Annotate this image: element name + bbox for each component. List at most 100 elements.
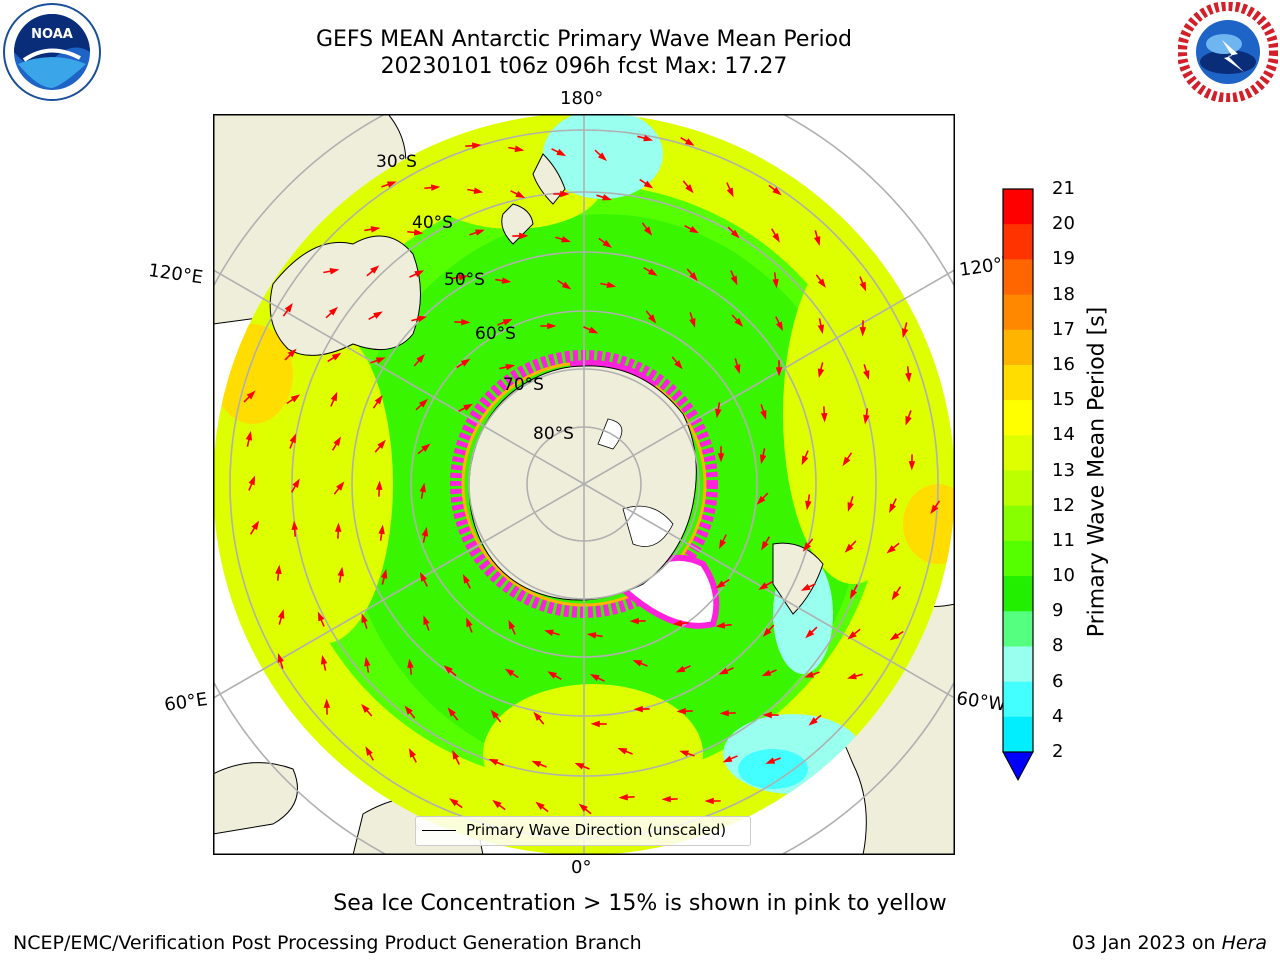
lat-label-40s: 40°S (412, 213, 453, 233)
wave-arrow-head (284, 302, 293, 313)
wave-arrow-head (458, 274, 469, 281)
legend-line-swatch (422, 830, 456, 831)
wave-arrow-head (447, 707, 456, 717)
wave-arrow-head (734, 317, 744, 327)
colorbar-cell (1003, 505, 1033, 542)
wave-arrow-head (863, 414, 870, 425)
wave-arrow-head (817, 324, 825, 335)
wave-arrow-head (632, 660, 643, 667)
lon-label-180: 180° (560, 88, 604, 109)
wave-arrow-head (847, 502, 854, 512)
wave-arrow-head (685, 184, 694, 194)
wave-arrow-head (813, 236, 821, 246)
wave-arrow-head (817, 278, 826, 288)
nws-logo (1177, 1, 1279, 103)
wave-arrow-head (361, 703, 370, 714)
wave-arrow-head (648, 314, 657, 324)
wave-arrow-head (589, 674, 600, 682)
wave-arrow-head (676, 707, 686, 715)
wave-arrow-head (802, 542, 812, 552)
wave-arrow-head (772, 278, 779, 289)
wave-arrow-head (672, 620, 683, 627)
wave-arrow-head (375, 357, 386, 364)
wave-arrow-head (502, 318, 513, 326)
colorbar-tick-label: 14 (1052, 424, 1075, 446)
wave-arrow-head (373, 311, 383, 319)
wave-arrow-head (514, 145, 525, 153)
wave-arrow-head (370, 265, 380, 274)
wave-arrow-head (756, 495, 766, 505)
legend-label: Primary Wave Direction (unscaled) (466, 821, 727, 839)
wave-arrow-head (846, 672, 857, 680)
wave-arrow-head (377, 439, 386, 449)
wave-arrow-head (251, 520, 260, 531)
sea-ice-note: Sea Ice Concentration > 15% is shown in … (333, 891, 947, 916)
wave-arrow-head (419, 482, 426, 493)
wave-arrow-head (547, 322, 557, 330)
wave-arrow-head (765, 757, 776, 764)
wave-arrow-head (891, 590, 900, 601)
footer-date-host: 03 Jan 2023 on Hera (1072, 932, 1267, 954)
wave-arrow-head (647, 268, 658, 276)
wave-arrow-head (715, 622, 726, 629)
wave-arrow-head (886, 545, 896, 554)
wave-arrow-head (859, 281, 867, 292)
wave-arrow-head (715, 580, 726, 589)
svg-text:NOAA: NOAA (31, 27, 73, 42)
wave-arrow-head (380, 568, 388, 579)
wave-arrow-head (759, 454, 767, 465)
wave-arrow-head (847, 631, 857, 640)
colorbar-tick-label: 17 (1052, 318, 1075, 340)
wave-arrow-head (504, 668, 515, 677)
wave-arrow-head (333, 436, 341, 447)
chart-subtitle: 20230101 t06z 096h fcst Max: 17.27 (380, 54, 788, 79)
wave-arrow-head (292, 478, 300, 489)
lat-label-30s: 30°S (376, 152, 417, 172)
wave-arrow-head (602, 239, 612, 248)
wave-arrow-head (492, 799, 502, 809)
wave-arrow-head (805, 629, 815, 639)
colorbar-label: Primary Wave Mean Period [s] (1084, 306, 1110, 638)
wave-arrow-head (413, 229, 424, 236)
colorbar (1002, 188, 1034, 784)
wave-arrow-head (674, 360, 683, 370)
colorbar-cell (1003, 400, 1033, 436)
wave-arrow-head (704, 797, 714, 805)
wave-arrow-head (291, 520, 298, 531)
wave-arrow-head (417, 315, 428, 323)
wave-arrow-head (535, 801, 545, 810)
wave-arrow-head (863, 370, 870, 380)
wave-arrow-head (805, 500, 812, 511)
wave-arrow-head (717, 453, 725, 463)
lon-label-0: 0° (571, 857, 592, 878)
wave-arrow-head (801, 455, 809, 466)
wave-arrow-head (361, 613, 368, 624)
wave-arrow-head (501, 277, 512, 284)
colorbar-cell (1003, 681, 1033, 718)
wave-arrow-head (842, 456, 851, 467)
wave-arrow-head (245, 430, 253, 441)
wave-arrow-head (804, 671, 815, 678)
wave-arrow-head (758, 582, 769, 590)
lon-label-60w: 60°W (955, 688, 1008, 716)
wave-arrow-head (246, 390, 256, 400)
wave-arrow-head (590, 720, 600, 728)
wave-arrow-head (775, 321, 783, 332)
wave-arrow-head (726, 187, 734, 198)
colorbar-tick-label: 10 (1052, 565, 1075, 587)
colorbar-tick-label: 2 (1052, 741, 1064, 762)
wave-arrow-head (317, 611, 325, 622)
wave-arrow-head (547, 671, 558, 679)
colorbar-cell (1003, 611, 1033, 647)
colorbar-tick-label: 21 (1052, 178, 1075, 199)
colorbar-cell (1003, 329, 1033, 366)
wave-arrow-head (323, 698, 331, 708)
lon-label-60e: 60°E (163, 688, 209, 716)
colorbar-tick-label: 18 (1052, 283, 1075, 305)
wave-arrow-head (730, 275, 738, 286)
wave-arrow-head (490, 709, 499, 719)
wave-arrow-head (772, 232, 780, 243)
footer-credit: NCEP/EMC/Verification Post Processing Pr… (13, 932, 642, 954)
colorbar-cell (1003, 435, 1033, 471)
wave-arrow-head (761, 669, 772, 677)
